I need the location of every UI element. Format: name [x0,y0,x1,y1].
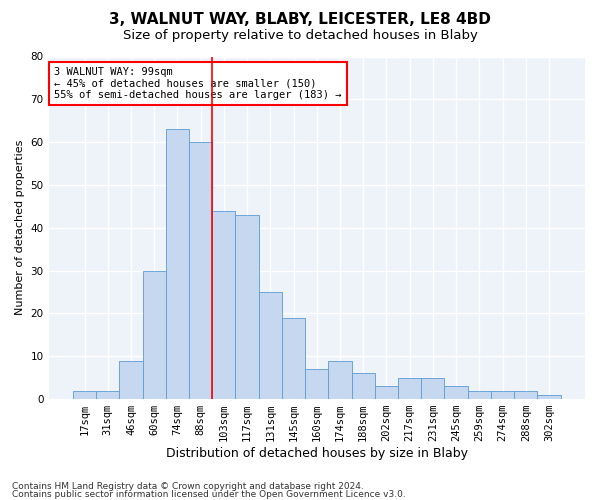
Bar [212,210,235,399]
Bar [375,386,398,399]
Bar [468,390,491,399]
Bar [119,360,143,399]
Bar [538,395,560,399]
Bar [166,130,189,399]
Text: Contains HM Land Registry data © Crown copyright and database right 2024.: Contains HM Land Registry data © Crown c… [12,482,364,491]
Text: Contains public sector information licensed under the Open Government Licence v3: Contains public sector information licen… [12,490,406,499]
Bar [491,390,514,399]
Text: 3, WALNUT WAY, BLABY, LEICESTER, LE8 4BD: 3, WALNUT WAY, BLABY, LEICESTER, LE8 4BD [109,12,491,28]
Bar [96,390,119,399]
Bar [143,270,166,399]
X-axis label: Distribution of detached houses by size in Blaby: Distribution of detached houses by size … [166,447,468,460]
Bar [352,374,375,399]
Bar [445,386,468,399]
Text: 3 WALNUT WAY: 99sqm
← 45% of detached houses are smaller (150)
55% of semi-detac: 3 WALNUT WAY: 99sqm ← 45% of detached ho… [54,67,341,100]
Bar [328,360,352,399]
Y-axis label: Number of detached properties: Number of detached properties [15,140,25,316]
Bar [514,390,538,399]
Bar [73,390,96,399]
Bar [259,292,282,399]
Bar [235,215,259,399]
Bar [189,142,212,399]
Bar [421,378,445,399]
Bar [305,369,328,399]
Bar [282,318,305,399]
Text: Size of property relative to detached houses in Blaby: Size of property relative to detached ho… [122,29,478,42]
Bar [398,378,421,399]
